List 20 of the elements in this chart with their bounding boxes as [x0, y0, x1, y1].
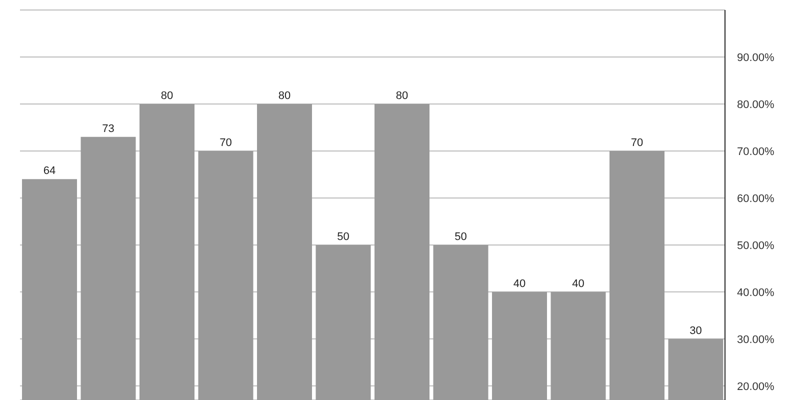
data-label: 40: [513, 278, 526, 290]
y-tick-label: 80.00%: [737, 98, 775, 111]
data-label: 50: [337, 230, 350, 243]
data-label: 50: [454, 230, 467, 243]
data-label: 80: [160, 90, 174, 102]
data-label: 73: [102, 122, 114, 135]
y-tick-label: 60.00%: [737, 192, 775, 205]
y-tick-label: 90.00%: [737, 52, 775, 64]
y-tick-label: 20.00%: [737, 380, 775, 393]
y-tick-label: 50.00%: [737, 240, 775, 252]
data-label: 80: [396, 90, 408, 102]
y-tick-label: 70.00%: [737, 146, 775, 158]
y-tick-label: 40.00%: [737, 286, 775, 299]
data-label: 80: [278, 90, 291, 102]
data-label: 70: [630, 136, 644, 149]
data-label: 30: [690, 324, 702, 337]
data-label: 40: [572, 278, 584, 290]
y-tick-label: 30.00%: [737, 334, 775, 346]
data-label: 64: [43, 165, 56, 178]
data-label: 70: [220, 136, 232, 149]
